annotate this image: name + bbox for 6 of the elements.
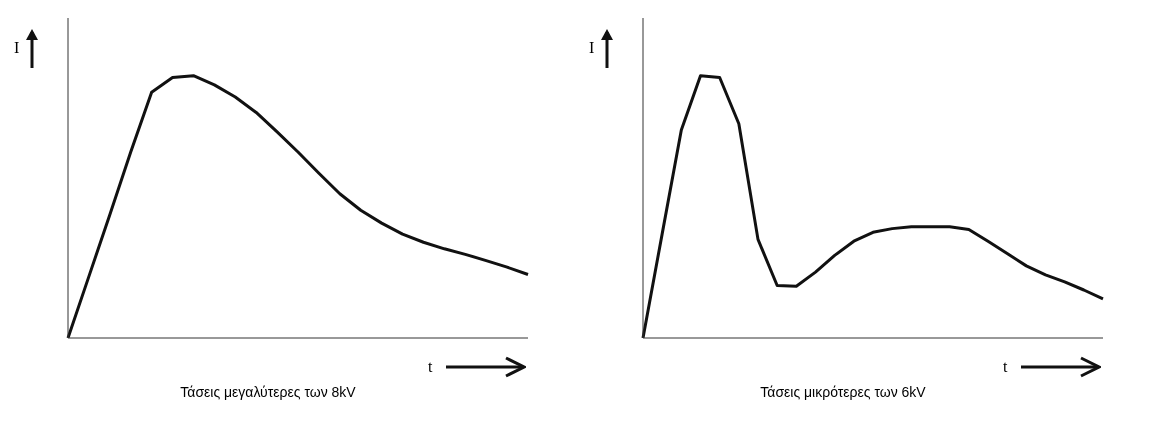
x-axis-title: t [1003,358,1008,376]
x-axis-title: t [428,358,433,376]
y-axis-title: I [589,39,595,57]
y-axis-title: I [14,39,20,57]
text: Τάσεις μεγαλύτερες των 8kV [179,384,357,400]
text: Τάσεις μικρότερες των 6kV [759,384,927,400]
